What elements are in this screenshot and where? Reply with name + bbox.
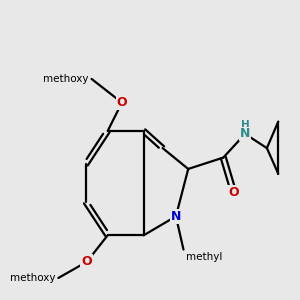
Text: methoxy: methoxy: [43, 74, 89, 84]
Text: methyl: methyl: [186, 252, 223, 262]
Text: O: O: [228, 186, 239, 199]
Text: O: O: [117, 96, 127, 109]
Text: N: N: [171, 210, 181, 223]
Text: O: O: [82, 255, 92, 268]
Text: H: H: [241, 120, 250, 130]
Text: methoxy: methoxy: [10, 273, 56, 283]
Text: N: N: [240, 128, 250, 140]
